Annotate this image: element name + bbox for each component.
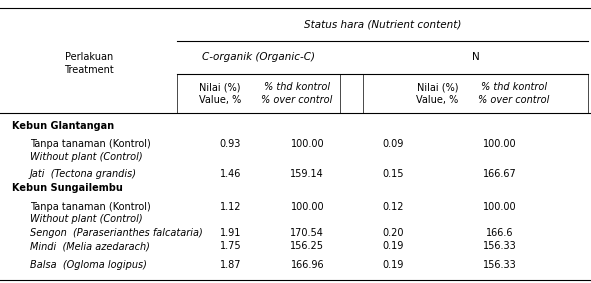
Text: 166.6: 166.6 xyxy=(486,228,513,239)
Text: 166.67: 166.67 xyxy=(482,169,517,179)
Text: 1.75: 1.75 xyxy=(220,241,241,251)
Text: 100.00: 100.00 xyxy=(291,139,324,149)
Text: Tanpa tanaman (Kontrol): Tanpa tanaman (Kontrol) xyxy=(30,201,150,212)
Text: C-organik (Organic-C): C-organik (Organic-C) xyxy=(202,52,315,62)
Text: Nilai (%)
Value, %: Nilai (%) Value, % xyxy=(199,82,241,105)
Text: Sengon  (Paraserianthes falcataria): Sengon (Paraserianthes falcataria) xyxy=(30,228,202,239)
Text: 156.25: 156.25 xyxy=(290,241,324,251)
Text: Without plant (Control): Without plant (Control) xyxy=(30,152,142,162)
Text: Balsa  (Ogloma logipus): Balsa (Ogloma logipus) xyxy=(30,260,147,270)
Text: 159.14: 159.14 xyxy=(290,169,324,179)
Text: 1.87: 1.87 xyxy=(220,260,241,270)
Text: 166.96: 166.96 xyxy=(291,260,324,270)
Text: 1.91: 1.91 xyxy=(220,228,241,239)
Text: 100.00: 100.00 xyxy=(291,201,324,212)
Text: Nilai (%)
Value, %: Nilai (%) Value, % xyxy=(416,82,459,105)
Text: % thd kontrol
% over control: % thd kontrol % over control xyxy=(479,82,550,105)
Text: Kebun Glantangan: Kebun Glantangan xyxy=(12,121,114,131)
Text: 1.12: 1.12 xyxy=(220,201,241,212)
Text: 156.33: 156.33 xyxy=(482,241,517,251)
Text: 170.54: 170.54 xyxy=(290,228,324,239)
Text: 0.93: 0.93 xyxy=(220,139,241,149)
Text: 1.46: 1.46 xyxy=(220,169,241,179)
Text: 0.19: 0.19 xyxy=(382,241,404,251)
Text: Status hara (Nutrient content): Status hara (Nutrient content) xyxy=(304,20,462,30)
Text: Without plant (Control): Without plant (Control) xyxy=(30,214,142,224)
Text: Jati  (Tectona grandis): Jati (Tectona grandis) xyxy=(30,169,137,179)
Text: 156.33: 156.33 xyxy=(482,260,517,270)
Text: 0.09: 0.09 xyxy=(382,139,404,149)
Text: Kebun Sungailembu: Kebun Sungailembu xyxy=(12,183,123,193)
Text: 0.15: 0.15 xyxy=(382,169,404,179)
Text: 0.12: 0.12 xyxy=(382,201,404,212)
Text: 100.00: 100.00 xyxy=(483,139,516,149)
Text: Perlakuan
Treatment: Perlakuan Treatment xyxy=(64,52,113,75)
Text: 0.19: 0.19 xyxy=(382,260,404,270)
Text: Tanpa tanaman (Kontrol): Tanpa tanaman (Kontrol) xyxy=(30,139,150,149)
Text: N: N xyxy=(472,52,480,62)
Text: 100.00: 100.00 xyxy=(483,201,516,212)
Text: % thd kontrol
% over control: % thd kontrol % over control xyxy=(261,82,333,105)
Text: Mindi  (Melia azedarach): Mindi (Melia azedarach) xyxy=(30,241,150,251)
Text: 0.20: 0.20 xyxy=(382,228,404,239)
